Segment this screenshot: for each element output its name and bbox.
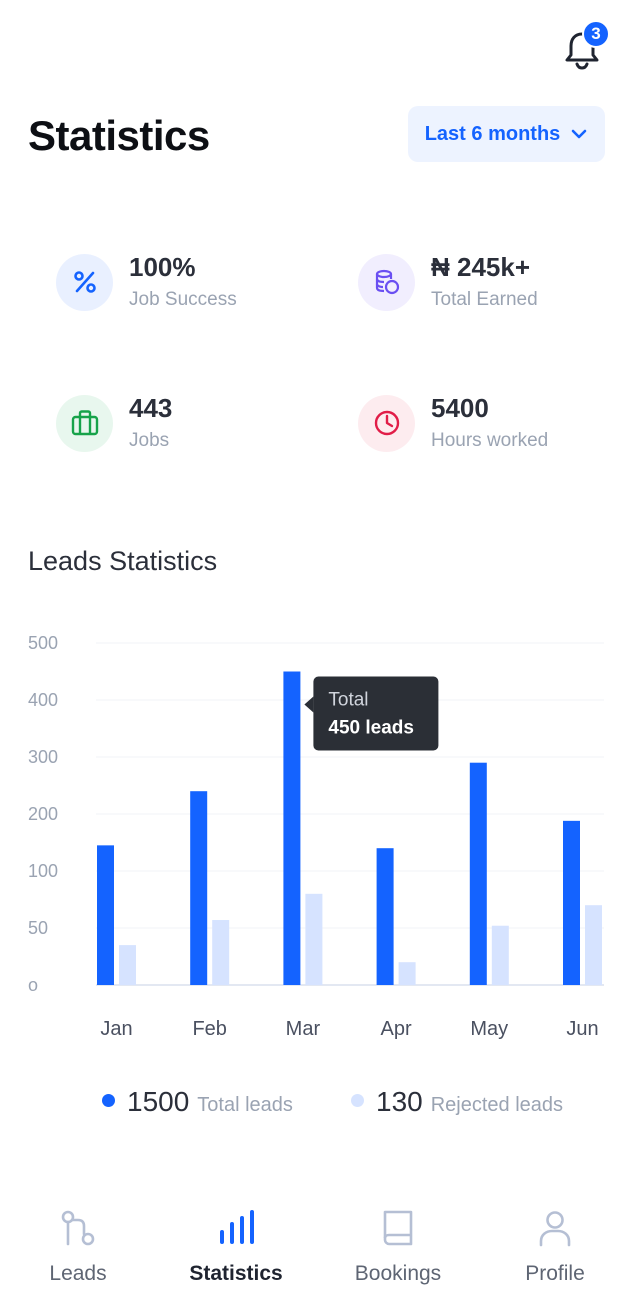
legend-dot-rejected	[351, 1094, 364, 1107]
stat-label: Total Earned	[431, 289, 538, 310]
legend-dot-total	[102, 1094, 115, 1107]
coins-icon	[358, 253, 415, 311]
user-icon	[539, 1211, 571, 1247]
x-tick-label: Feb	[192, 1018, 226, 1040]
bar-rejected	[585, 905, 602, 985]
stat-value: 443	[129, 393, 173, 423]
legend-total-label: Total leads	[197, 1094, 293, 1116]
bar-chart-icon	[220, 1210, 254, 1244]
stat-value: 5400	[431, 393, 489, 423]
bar-total	[190, 791, 208, 985]
bar-total	[376, 848, 394, 985]
x-tick-label: May	[470, 1018, 508, 1040]
clock-icon	[358, 394, 415, 452]
page-title: Statistics	[28, 112, 210, 159]
stat-value: ₦ 245k+	[431, 252, 531, 282]
nav-label-statistics: Statistics	[189, 1262, 283, 1285]
date-range-dropdown[interactable]: Last 6 months	[408, 106, 605, 162]
y-tick-label: o	[28, 975, 38, 995]
legend-total-leads: 1500 Total leads	[102, 1086, 293, 1118]
legend-rejected-label: Rejected leads	[430, 1094, 564, 1116]
y-tick-label: 400	[28, 690, 58, 710]
leads-icon	[61, 1210, 95, 1246]
x-tick-label: Jun	[566, 1018, 598, 1040]
x-tick-label: Mar	[286, 1018, 321, 1040]
bar-total	[97, 845, 114, 985]
bar-rejected	[398, 962, 416, 985]
notification-count-badge: 3	[582, 20, 610, 48]
nav-item-statistics[interactable]: Statistics	[171, 1208, 301, 1286]
nav-label-leads: Leads	[49, 1262, 107, 1285]
bar-rejected	[491, 925, 509, 985]
notification-bell-button[interactable]: 3	[560, 20, 610, 74]
y-tick-label: 200	[28, 804, 58, 824]
stat-label: Job Success	[129, 289, 237, 310]
tooltip-value: 450 leads	[328, 718, 414, 739]
tooltip-title: Total	[328, 690, 368, 711]
nav-label-bookings: Bookings	[354, 1262, 442, 1285]
chevron-down-icon	[571, 129, 587, 139]
stat-total-earned: ₦ 245k+ Total Earned	[358, 252, 538, 312]
nav-item-leads[interactable]: Leads	[13, 1208, 143, 1286]
tooltip-box	[313, 676, 439, 751]
percent-icon	[56, 253, 113, 311]
bar-total	[283, 671, 301, 985]
y-tick-label: 100	[28, 861, 58, 881]
stat-hours-worked: 5400 Hours worked	[358, 393, 548, 453]
tooltip-pointer	[304, 696, 314, 713]
bar-rejected	[212, 920, 230, 985]
nav-item-bookings[interactable]: Bookings	[333, 1208, 463, 1286]
legend-rejected-value: 130	[376, 1086, 423, 1117]
x-tick-label: Jan	[100, 1018, 132, 1040]
bar-rejected	[119, 945, 136, 985]
stat-jobs: 443 Jobs	[56, 393, 172, 453]
stat-label: Jobs	[129, 430, 170, 451]
bottom-navigation: Leads Statistics Bookings Profile	[0, 1190, 632, 1304]
y-tick-label: 50	[28, 918, 48, 938]
bar-total	[563, 820, 580, 985]
briefcase-icon	[56, 394, 113, 452]
leads-statistics-title: Leads Statistics	[28, 546, 218, 576]
bar-rejected	[305, 893, 323, 985]
x-tick-label: Apr	[381, 1018, 412, 1040]
y-tick-label: 500	[28, 633, 58, 653]
y-tick-label: 300	[28, 747, 58, 767]
nav-label-profile: Profile	[525, 1262, 585, 1285]
legend-total-value: 1500	[127, 1086, 190, 1117]
book-icon	[383, 1210, 413, 1246]
date-range-label: Last 6 months	[424, 122, 561, 145]
stat-job-success: 100% Job Success	[56, 252, 237, 312]
leads-bar-chart: o 50 100 200 300 400 500 Jan Feb Mar Apr May Jun Tota…	[28, 633, 604, 1040]
bar-total	[469, 762, 487, 985]
stat-value: 100%	[129, 252, 196, 282]
legend-rejected-leads: 130 Rejected leads	[351, 1086, 563, 1118]
nav-item-profile[interactable]: Profile	[490, 1208, 620, 1286]
stat-label: Hours worked	[431, 430, 549, 451]
